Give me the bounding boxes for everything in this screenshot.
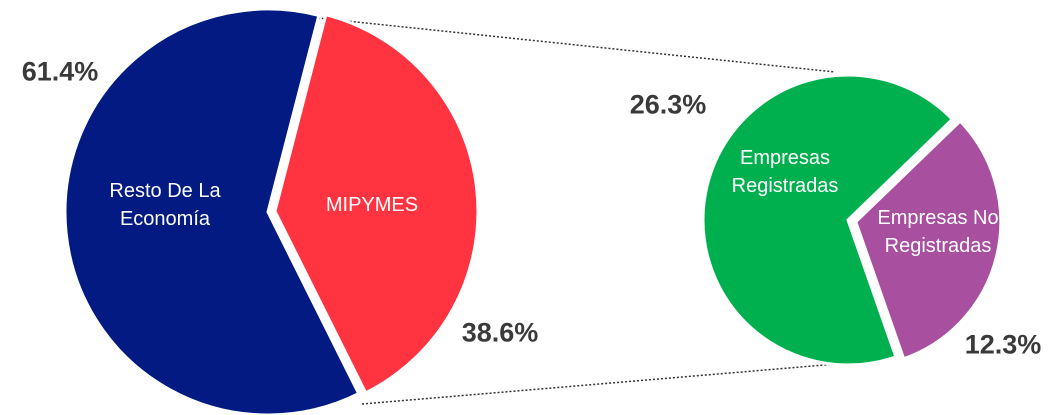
slice-label: Resto De La Economía (109, 180, 221, 230)
pie-slice (63, 7, 361, 415)
connector-line (317, 17, 836, 73)
slice-label: Empresas Registradas (731, 147, 839, 197)
pie-slice (701, 73, 955, 367)
value-label: 38.6% (461, 317, 539, 348)
pie-slice (273, 12, 480, 395)
value-label: 26.3% (629, 89, 707, 120)
connector-line (361, 361, 861, 405)
value-label: 12.3% (964, 329, 1042, 360)
value-label: 61.4% (21, 56, 99, 87)
pie-slice (854, 119, 1003, 361)
slice-label: Empresas No Registradas (877, 207, 999, 257)
slice-label: MIPYMES (325, 194, 419, 216)
